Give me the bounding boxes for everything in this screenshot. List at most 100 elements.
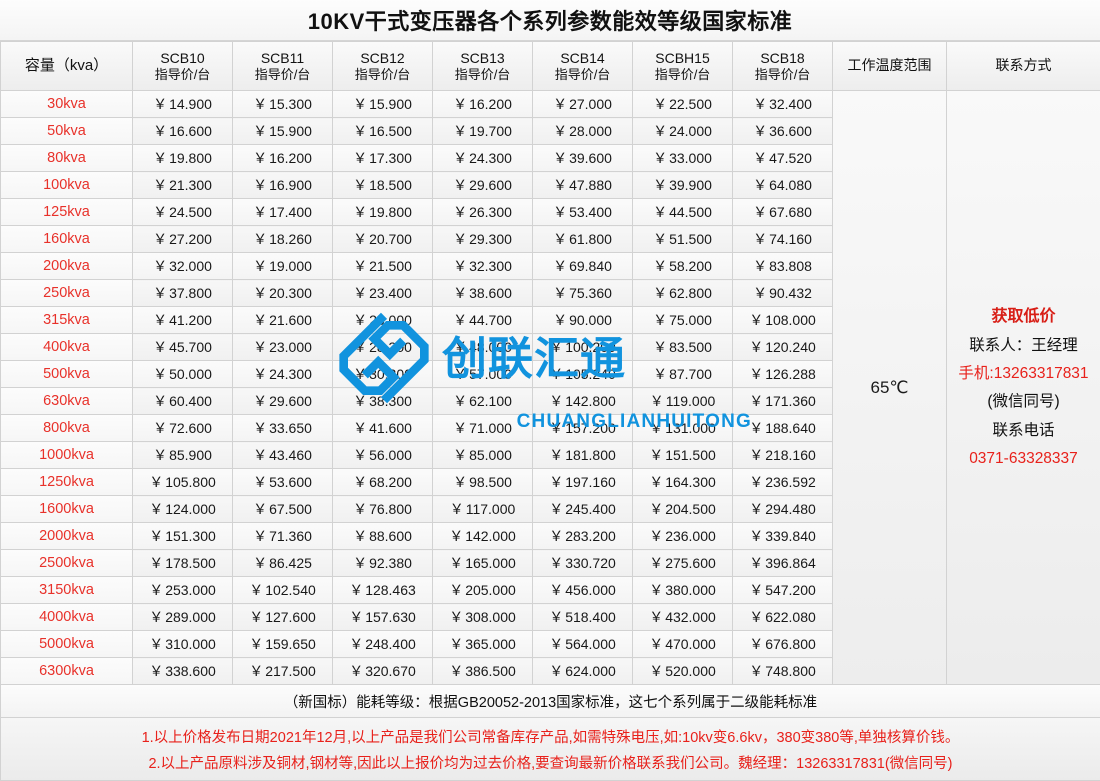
table-header: 容量（kva） SCB10 指导价/台 SCB11 指导价/台 SCB12 指导…: [1, 42, 1100, 91]
price-value: 748.800: [765, 663, 816, 679]
price-cell: ￥72.600: [133, 415, 233, 442]
price-cell: ￥85.900: [133, 442, 233, 469]
price-cell: ￥92.380: [333, 550, 433, 577]
price-cell: ￥120.240: [733, 334, 833, 361]
price-cell: ￥18.260: [233, 226, 333, 253]
standard-note-row: （新国标）能耗等级：根据GB20052-2013国家标准，这七个系列属于二级能耗…: [1, 685, 1100, 718]
price-cell: ￥126.288: [733, 361, 833, 388]
contact-mobile[interactable]: 手机:13263317831: [958, 364, 1088, 383]
currency-symbol: ￥: [453, 312, 467, 328]
price-cell: ￥204.500: [633, 496, 733, 523]
price-value: 23.000: [269, 339, 312, 355]
currency-symbol: ￥: [253, 420, 267, 436]
price-cell: ￥547.200: [733, 577, 833, 604]
currency-symbol: ￥: [353, 339, 367, 355]
price-cell: ￥105.240: [533, 361, 633, 388]
price-cell: ￥338.600: [133, 658, 233, 685]
currency-symbol: ￥: [449, 582, 463, 598]
capacity-cell: 6300kva: [1, 658, 133, 685]
price-value: 102.540: [265, 582, 316, 598]
capacity-cell: 2000kva: [1, 523, 133, 550]
currency-symbol: ￥: [253, 96, 267, 112]
price-cell: ￥470.000: [633, 631, 733, 658]
price-value: 39.900: [669, 177, 712, 193]
price-cell: ￥24.300: [433, 145, 533, 172]
header-scbh15: SCBH15 指导价/台: [633, 42, 733, 91]
price-value: 14.900: [169, 96, 212, 112]
currency-symbol: ￥: [553, 177, 567, 193]
currency-symbol: ￥: [753, 123, 767, 139]
header-capacity: 容量（kva）: [1, 42, 133, 91]
header-scb18: SCB18 指导价/台: [733, 42, 833, 91]
price-value: 197.160: [565, 474, 616, 490]
currency-symbol: ￥: [649, 474, 663, 490]
price-cell: ￥188.640: [733, 415, 833, 442]
price-value: 15.900: [269, 123, 312, 139]
price-value: 16.600: [169, 123, 212, 139]
price-cell: ￥21.500: [333, 253, 433, 280]
price-value: 188.640: [765, 420, 816, 436]
currency-symbol: ￥: [353, 501, 367, 517]
price-value: 253.000: [165, 582, 216, 598]
header-scb11: SCB11 指导价/台: [233, 42, 333, 91]
price-cell: ￥17.300: [333, 145, 433, 172]
currency-symbol: ￥: [553, 204, 567, 220]
price-value: 83.808: [769, 258, 812, 274]
currency-symbol: ￥: [353, 285, 367, 301]
price-value: 124.000: [165, 501, 216, 517]
price-value: 236.592: [765, 474, 816, 490]
capacity-cell: 125kva: [1, 199, 133, 226]
price-cell: ￥105.800: [133, 469, 233, 496]
price-cell: ￥62.800: [633, 280, 733, 307]
currency-symbol: ￥: [549, 582, 563, 598]
price-value: 294.480: [765, 501, 816, 517]
currency-symbol: ￥: [253, 123, 267, 139]
price-value: 27.200: [169, 231, 212, 247]
price-cell: ￥28.300: [333, 334, 433, 361]
currency-symbol: ￥: [649, 420, 663, 436]
price-value: 204.500: [665, 501, 716, 517]
price-value: 92.380: [369, 555, 412, 571]
warnings-cell: 1.以上价格发布日期2021年12月,以上产品是我们公司常备库存产品,如需特殊电…: [1, 718, 1100, 781]
capacity-cell: 250kva: [1, 280, 133, 307]
price-value: 142.800: [565, 393, 616, 409]
currency-symbol: ￥: [749, 447, 763, 463]
currency-symbol: ￥: [549, 663, 563, 679]
price-cell: ￥518.400: [533, 604, 633, 631]
price-cell: ￥159.650: [233, 631, 333, 658]
price-cell: ￥624.000: [533, 658, 633, 685]
price-value: 64.080: [769, 177, 812, 193]
currency-symbol: ￥: [749, 474, 763, 490]
currency-symbol: ￥: [753, 258, 767, 274]
capacity-cell: 400kva: [1, 334, 133, 361]
currency-symbol: ￥: [453, 366, 467, 382]
table-body: 30kva￥14.900￥15.300￥15.900￥16.200￥27.000…: [1, 91, 1100, 685]
price-value: 105.800: [165, 474, 216, 490]
price-cell: ￥165.000: [433, 550, 533, 577]
contact-phone[interactable]: 0371-63328337: [969, 449, 1078, 468]
price-cell: ￥23.000: [233, 334, 333, 361]
price-cell: ￥15.300: [233, 91, 333, 118]
currency-symbol: ￥: [549, 366, 563, 382]
currency-symbol: ￥: [153, 339, 167, 355]
price-cell: ￥19.700: [433, 118, 533, 145]
price-cell: ￥38.600: [433, 280, 533, 307]
price-cell: ￥83.500: [633, 334, 733, 361]
price-cell: ￥15.900: [233, 118, 333, 145]
currency-symbol: ￥: [353, 258, 367, 274]
currency-symbol: ￥: [153, 231, 167, 247]
currency-symbol: ￥: [549, 528, 563, 544]
price-cell: ￥64.080: [733, 172, 833, 199]
currency-symbol: ￥: [453, 177, 467, 193]
currency-symbol: ￥: [453, 339, 467, 355]
currency-symbol: ￥: [353, 420, 367, 436]
price-value: 50.000: [169, 366, 212, 382]
currency-symbol: ￥: [749, 528, 763, 544]
price-value: 320.670: [365, 663, 416, 679]
currency-symbol: ￥: [153, 150, 167, 166]
currency-symbol: ￥: [153, 177, 167, 193]
price-cell: ￥124.000: [133, 496, 233, 523]
currency-symbol: ￥: [649, 582, 663, 598]
price-cell: ￥456.000: [533, 577, 633, 604]
price-value: 45.700: [169, 339, 212, 355]
